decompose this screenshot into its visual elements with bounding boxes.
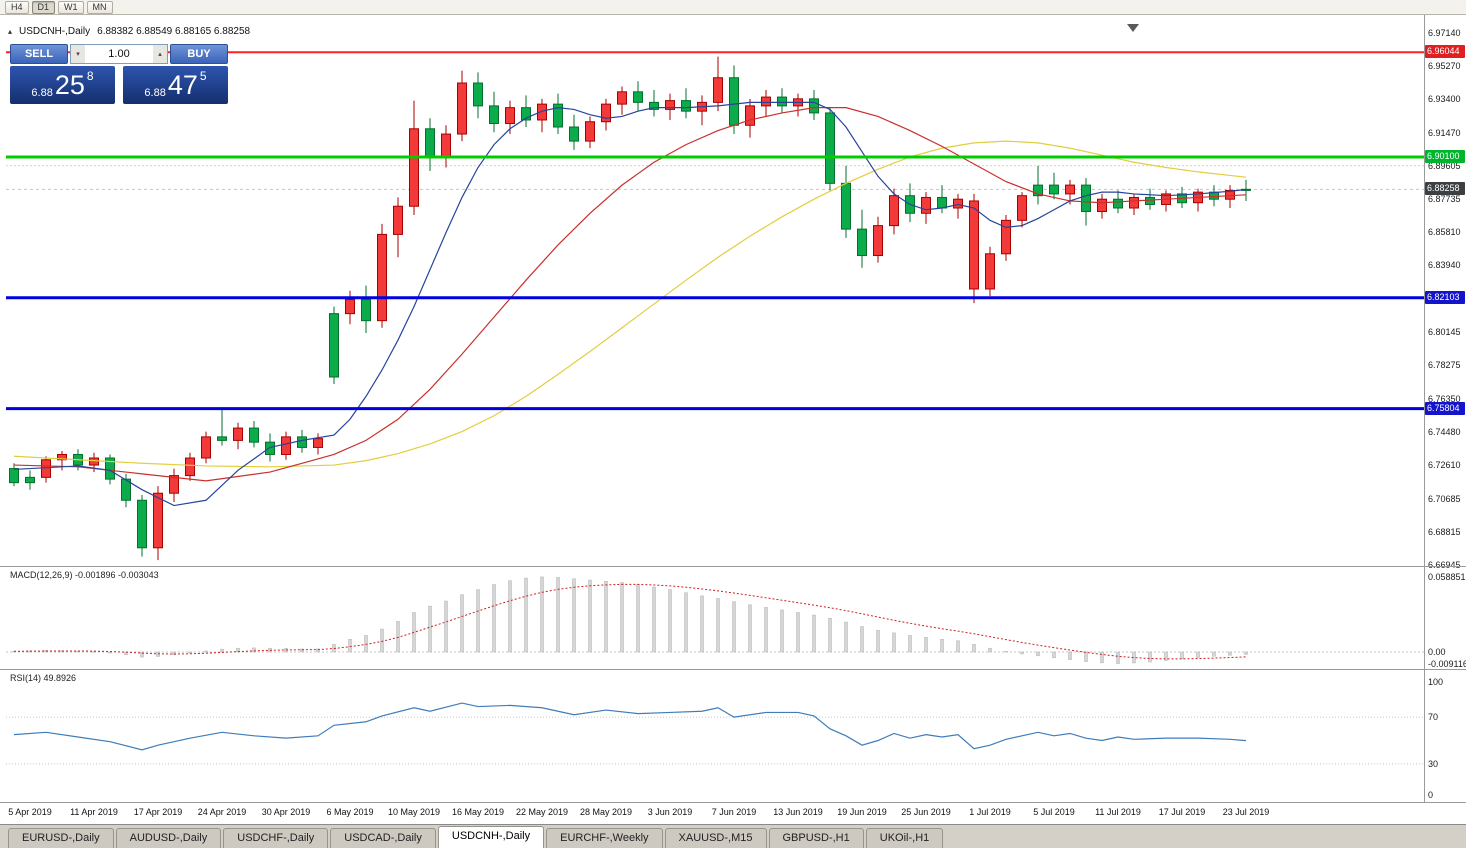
sell-price-sup: 8 [86,69,94,83]
volume-input[interactable] [85,45,153,63]
macd-indicator-label: MACD(12,26,9) -0.001896 -0.003043 [10,570,159,580]
chart-tab-ukoil-h1[interactable]: UKOil-,H1 [865,828,944,848]
timeframe-button-h4[interactable]: H4 [5,0,29,14]
timeframe-button-d1[interactable]: D1 [31,0,56,14]
sell-price-big: 25 [54,70,85,100]
chart-tab-usdchf-daily[interactable]: USDCHF-,Daily [223,828,329,848]
chart-symbol-header: ▴ USDCNH-,Daily 6.88382 6.88549 6.88165 … [8,26,250,37]
chart-tab-eurchf-weekly[interactable]: EURCHF-,Weekly [546,828,663,848]
buy-button[interactable]: BUY [170,44,228,64]
chart-tab-xauusd-m15[interactable]: XAUUSD-,M15 [664,828,767,848]
time-axis-divider [0,802,1466,803]
buy-price-base: 6.88 [144,87,166,99]
volume-control: ▾ ▴ [70,44,168,64]
chart-tab-bar: EURUSD-,Daily AUDUSD-,Daily USDCHF-,Daily U… [0,824,1466,848]
volume-decrease-button[interactable]: ▾ [71,45,85,63]
one-click-toggle-icon[interactable]: ▴ [8,27,13,36]
sell-price-display[interactable]: 6.88 25 8 [10,66,115,104]
timeframe-button-mn[interactable]: MN [86,0,113,14]
chart-symbol-label: USDCNH-,Daily [19,26,91,37]
timeframe-toolbar: H4 D1 W1 MN [0,0,1466,15]
sell-button[interactable]: SELL [10,44,68,64]
timeframe-button-w1[interactable]: W1 [58,0,84,14]
sell-price-base: 6.88 [31,87,53,99]
buy-price-big: 47 [167,70,198,100]
buy-price-display[interactable]: 6.88 47 5 [123,66,228,104]
one-click-trading-panel: SELL ▾ ▴ BUY 6.88 25 8 6.88 47 5 [10,44,228,104]
chart-ohlc-values: 6.88382 6.88549 6.88165 6.88258 [97,26,251,37]
chart-tab-eurusd-daily[interactable]: EURUSD-,Daily [8,828,114,848]
price-scale-border [1424,15,1425,803]
rsi-indicator-label: RSI(14) 49.8926 [10,673,77,683]
chart-tab-usdcnh-daily[interactable]: USDCNH-,Daily [437,826,545,848]
pane-divider-rsi[interactable] [0,669,1466,670]
buy-price-sup: 5 [199,69,207,83]
chart-tab-gbpusd-h1[interactable]: GBPUSD-,H1 [768,828,864,848]
volume-increase-button[interactable]: ▴ [153,45,167,63]
chart-tab-usdcad-daily[interactable]: USDCAD-,Daily [330,828,436,848]
chart-tab-audusd-daily[interactable]: AUDUSD-,Daily [115,828,222,848]
pane-divider-macd[interactable] [0,566,1466,567]
